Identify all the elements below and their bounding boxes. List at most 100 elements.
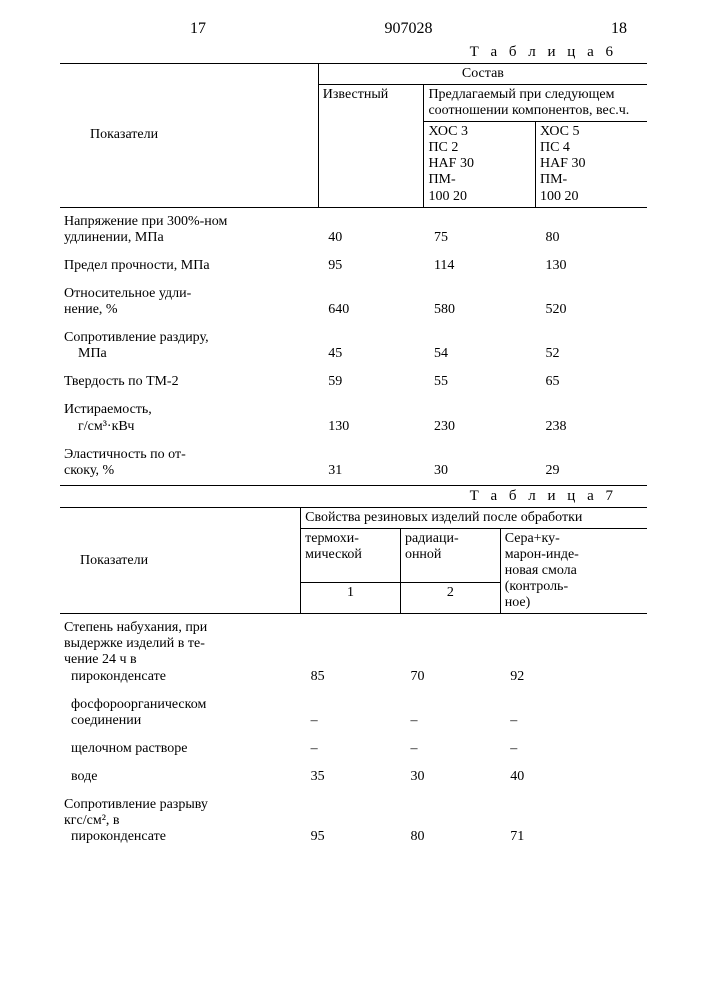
row-v1: – — [301, 691, 401, 735]
cell-text: ХОС 5 — [540, 124, 643, 140]
cell-text: МПа — [64, 346, 314, 362]
table6-header-composition: Состав — [318, 64, 647, 85]
table7-header-props: Свойства резиновых изделий после обработ… — [301, 507, 647, 528]
row-v3: 92 — [500, 614, 647, 691]
row-v1: 130 — [318, 396, 424, 440]
row-v2: 230 — [424, 396, 536, 440]
cell-text: новая смола — [505, 563, 643, 579]
row-v2: – — [400, 691, 500, 735]
cell-text: Твердость по ТМ-2 — [64, 374, 314, 390]
row-v1: 45 — [318, 324, 424, 368]
table7: Показатели Свойства резиновых изделий по… — [60, 507, 647, 852]
cell-text: Сопротивление разрыву — [64, 797, 297, 813]
cell-text: Степень набухания, при — [64, 620, 297, 636]
cell-text: радиаци- — [405, 531, 496, 547]
cell-text: (контроль- — [505, 579, 643, 595]
table-row: щелочном растворе––– — [60, 735, 647, 763]
cell-text: HAF 30 — [428, 156, 531, 172]
row-label: Сопротивление раздиру, МПа — [60, 324, 318, 368]
row-v2: – — [400, 735, 500, 763]
cell-text: ПС 4 — [540, 140, 643, 156]
table6-caption: Т а б л и ц а 6 — [60, 44, 617, 61]
row-label: Твердость по ТМ-2 — [60, 368, 318, 396]
cell-text: Истираемость, — [64, 402, 314, 418]
row-label: Сопротивление разрывукгс/см², в пироконд… — [60, 791, 301, 851]
cell-text: Предел прочности, МПа — [64, 258, 314, 274]
row-label: щелочном растворе — [60, 735, 301, 763]
row-v3: – — [500, 735, 647, 763]
row-label: Истираемость, г/см³·кВч — [60, 396, 318, 440]
cell-text: мической — [305, 547, 396, 563]
row-label: Относительное удли-нение, % — [60, 280, 318, 324]
row-label: Степень набухания, привыдержке изделий в… — [60, 614, 301, 691]
row-v1: 59 — [318, 368, 424, 396]
table6-header-known: Известный — [318, 85, 424, 208]
table6-header-proposed: Предлагаемый при следующем соотношении к… — [424, 85, 647, 122]
cell-text: пироконденсате — [64, 829, 297, 845]
row-v3: 65 — [535, 368, 647, 396]
cell-text: кгс/см², в — [64, 813, 297, 829]
row-v3: 71 — [500, 791, 647, 851]
table-row: Истираемость, г/см³·кВч130230238 — [60, 396, 647, 440]
table-row: Напряжение при 300%-номудлинении, МПа407… — [60, 207, 647, 252]
row-v2: 30 — [424, 441, 536, 486]
row-v3: 238 — [535, 396, 647, 440]
cell-text: щелочном растворе — [64, 741, 297, 757]
table7-coln1: 1 — [301, 583, 401, 614]
row-v3: 520 — [535, 280, 647, 324]
cell-text: термохи- — [305, 531, 396, 547]
table6-subheader-b: ХОС 5 ПС 4 HAF 30 ПМ- 100 20 — [535, 122, 647, 207]
row-v2: 580 — [424, 280, 536, 324]
cell-text: фосфороорганическом — [64, 697, 297, 713]
row-v1: 31 — [318, 441, 424, 486]
cell-text: соединении — [64, 713, 297, 729]
table-row: Эластичность по от-скоку, %313029 — [60, 441, 647, 486]
cell-text: ПС 2 — [428, 140, 531, 156]
row-v3: 29 — [535, 441, 647, 486]
row-v1: 35 — [301, 763, 401, 791]
cell-text: нение, % — [64, 302, 314, 318]
cell-text: воде — [64, 769, 297, 785]
table-row: Предел прочности, МПа95114130 — [60, 252, 647, 280]
cell-text: HAF 30 — [540, 156, 643, 172]
table6: Показатели Состав Известный Предлагаемый… — [60, 63, 647, 486]
cell-text: скоку, % — [64, 463, 314, 479]
table-row: Сопротивление раздиру, МПа455452 — [60, 324, 647, 368]
table-row: Сопротивление разрывукгс/см², в пироконд… — [60, 791, 647, 851]
cell-text: Относительное удли- — [64, 286, 314, 302]
row-v3: 40 — [500, 763, 647, 791]
cell-text: ПМ- — [428, 172, 531, 188]
cell-text: ХОС 3 — [428, 124, 531, 140]
cell-text: ПМ- — [540, 172, 643, 188]
table7-col2: радиаци- онной — [400, 528, 500, 583]
cell-text: Напряжение при 300%-ном — [64, 214, 314, 230]
table7-header-indicators: Показатели — [60, 507, 301, 613]
cell-text: ное) — [505, 595, 643, 611]
row-v2: 114 — [424, 252, 536, 280]
table7-col1: термохи- мической — [301, 528, 401, 583]
row-v2: 80 — [400, 791, 500, 851]
row-v1: 85 — [301, 614, 401, 691]
cell-text: Сопротивление раздиру, — [64, 330, 314, 346]
row-v1: 95 — [301, 791, 401, 851]
table-row: воде353040 — [60, 763, 647, 791]
cell-text: 100 20 — [428, 189, 531, 205]
cell-text: онной — [405, 547, 496, 563]
row-v2: 30 — [400, 763, 500, 791]
page-number-left: 17 — [190, 20, 206, 38]
table-row: фосфороорганическом соединении––– — [60, 691, 647, 735]
cell-text: пироконденсате — [64, 669, 297, 685]
row-v3: – — [500, 691, 647, 735]
table-row: Степень набухания, привыдержке изделий в… — [60, 614, 647, 691]
table-row: Относительное удли-нение, %640580520 — [60, 280, 647, 324]
table6-header-indicators: Показатели — [60, 64, 318, 208]
patent-number: 907028 — [385, 20, 433, 38]
row-v1: 95 — [318, 252, 424, 280]
table-row: Твердость по ТМ-2595565 — [60, 368, 647, 396]
row-v3: 80 — [535, 207, 647, 252]
row-v2: 55 — [424, 368, 536, 396]
row-v1: 640 — [318, 280, 424, 324]
cell-text: Сера+ку- — [505, 531, 643, 547]
row-v1: – — [301, 735, 401, 763]
row-v1: 40 — [318, 207, 424, 252]
